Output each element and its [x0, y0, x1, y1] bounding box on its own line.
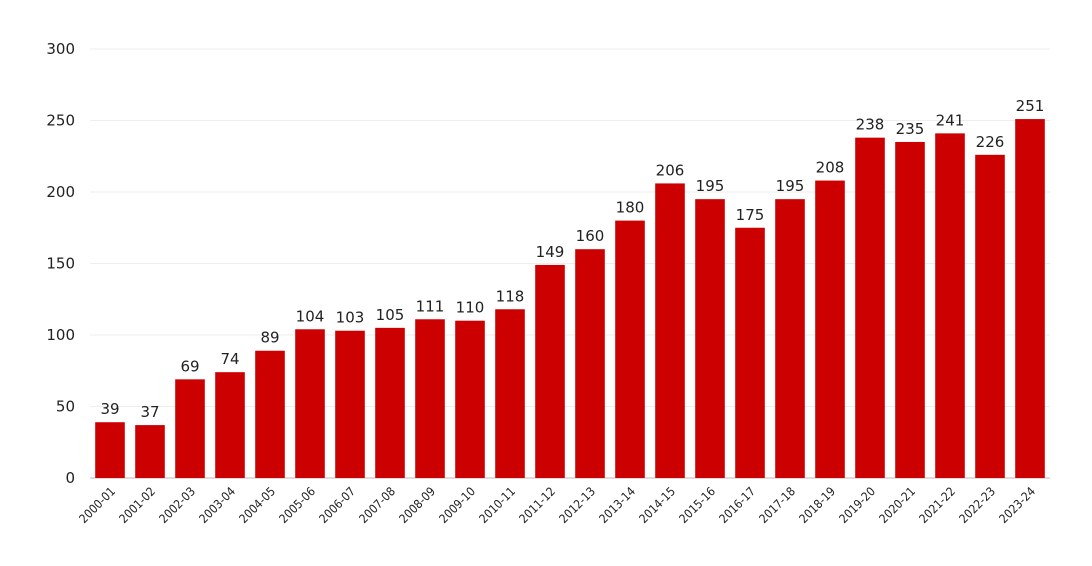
x-tick-label: 2008-09 [396, 484, 438, 526]
x-tick-label: 2002-03 [156, 484, 198, 526]
x-tick-label: 2021-22 [916, 484, 958, 526]
x-tick-label: 2013-14 [596, 484, 638, 526]
bar-2008-09 [415, 319, 445, 478]
data-label: 238 [856, 116, 885, 134]
data-labels: 39 37 69 74 89 104 103 105 111 110 118 149 160 180 206… [100, 97, 1044, 421]
bar-2002-03 [175, 379, 205, 478]
data-label: 241 [936, 111, 965, 129]
data-label: 206 [656, 161, 685, 179]
data-label: 110 [456, 299, 485, 317]
bars [95, 119, 1045, 479]
x-tick-label: 2003-04 [196, 484, 238, 526]
y-tick-label: 100 [46, 326, 75, 344]
data-label: 226 [976, 133, 1005, 151]
x-tick-label: 2022-23 [956, 484, 998, 526]
gridlines [90, 48, 1050, 479]
data-label: 69 [180, 357, 199, 375]
bar-2000-01 [95, 422, 125, 478]
y-tick-label: 300 [46, 40, 75, 58]
bar-2016-17 [735, 227, 765, 478]
bar-2003-04 [215, 372, 245, 478]
y-tick-label: 200 [46, 183, 75, 201]
data-label: 111 [416, 297, 445, 315]
x-tick-label: 2015-16 [676, 484, 718, 526]
x-tick-label: 2020-21 [876, 484, 918, 526]
bar-2011-12 [535, 264, 565, 478]
bar-2007-08 [375, 327, 405, 478]
x-tick-label: 2007-08 [356, 484, 398, 526]
x-tick-label: 2016-17 [716, 484, 758, 526]
data-label: 118 [496, 287, 525, 305]
data-label: 149 [536, 243, 565, 261]
data-label: 175 [736, 206, 765, 224]
x-tick-label: 2009-10 [436, 484, 478, 526]
data-label: 105 [376, 306, 405, 324]
y-tick-label: 250 [46, 112, 75, 130]
bar-2014-15 [655, 183, 685, 479]
bar-2004-05 [255, 350, 285, 478]
bar-2001-02 [135, 425, 165, 478]
data-label: 235 [896, 120, 925, 138]
x-tick-label: 2018-19 [796, 484, 838, 526]
data-label: 37 [140, 403, 159, 421]
x-tick-label: 2012-13 [556, 484, 598, 526]
data-label: 39 [100, 400, 119, 418]
x-tick-label: 2023-24 [996, 484, 1038, 526]
bar-2021-22 [935, 133, 965, 478]
y-tick-label: 150 [46, 255, 75, 273]
bar-2020-21 [895, 141, 925, 478]
bar-2013-14 [615, 220, 645, 478]
x-axis-ticks: 2000-012001-022002-032003-042004-052005-… [76, 484, 1038, 526]
bar-2006-07 [335, 330, 365, 478]
y-tick-label: 0 [65, 469, 75, 487]
x-tick-label: 2010-11 [476, 484, 518, 526]
bar-2019-20 [855, 137, 885, 478]
x-tick-label: 2006-07 [316, 484, 358, 526]
x-tick-label: 2000-01 [76, 484, 118, 526]
data-label: 89 [260, 329, 279, 347]
data-label: 104 [296, 307, 325, 325]
data-label: 103 [336, 309, 365, 327]
data-label: 180 [616, 199, 645, 217]
x-tick-label: 2005-06 [276, 484, 318, 526]
bar-2017-18 [775, 199, 805, 478]
bar-2005-06 [295, 329, 325, 478]
data-label: 74 [220, 350, 239, 368]
x-tick-label: 2014-15 [636, 484, 678, 526]
x-tick-label: 2017-18 [756, 484, 798, 526]
x-tick-label: 2019-20 [836, 484, 878, 526]
y-axis-ticks: 0 50 100 150 200 250 300 [46, 40, 75, 487]
bar-2015-16 [695, 199, 725, 478]
y-tick-label: 50 [56, 398, 75, 416]
bar-2018-19 [815, 180, 845, 478]
data-label: 160 [576, 227, 605, 245]
bar-2022-23 [975, 154, 1005, 478]
x-tick-label: 2011-12 [516, 484, 558, 526]
data-label: 251 [1016, 97, 1045, 115]
data-label: 195 [696, 177, 725, 195]
x-tick-label: 2001-02 [116, 484, 158, 526]
x-tick-label: 2004-05 [236, 484, 278, 526]
bar-2012-13 [575, 249, 605, 478]
bar-2009-10 [455, 320, 485, 478]
data-label: 208 [816, 159, 845, 177]
bar-2010-11 [495, 309, 525, 478]
data-label: 195 [776, 177, 805, 195]
bar-2023-24 [1015, 119, 1045, 478]
